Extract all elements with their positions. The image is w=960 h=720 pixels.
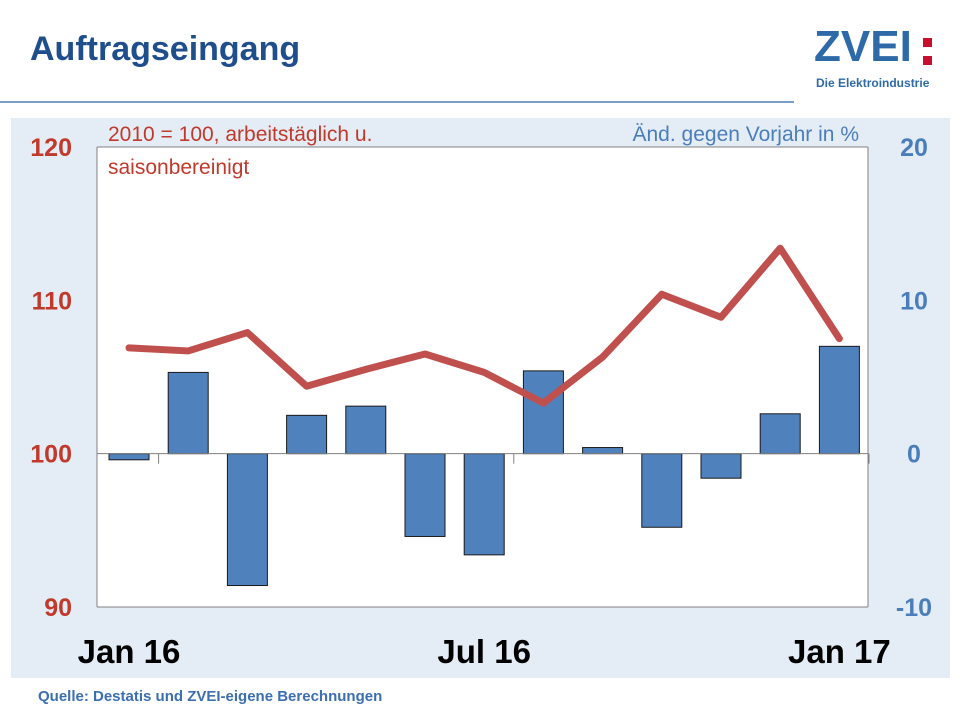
axes-layer <box>96 146 870 608</box>
bar-yoy-change <box>522 370 564 455</box>
x-tick-label: Jul 16 <box>437 633 531 670</box>
x-tick-label: Jan 16 <box>78 633 181 670</box>
zvei-logo: ZVEI Die Elektroindustrie <box>814 22 944 92</box>
left-tick-label: 120 <box>30 134 72 162</box>
right-tick-label: 20 <box>900 134 928 162</box>
bar-yoy-change <box>582 447 624 455</box>
left-tick-label: 110 <box>32 287 72 315</box>
left-tick-label: 90 <box>44 594 72 622</box>
bar-yoy-change <box>641 453 683 528</box>
bar-yoy-change <box>463 453 505 556</box>
source-note: Quelle: Destatis und ZVEI-eigene Berechn… <box>38 688 383 705</box>
bar-yoy-change <box>226 453 268 587</box>
x-tick-label: Jan 17 <box>788 633 891 670</box>
bar-yoy-change <box>818 345 860 455</box>
chart-svg: 90 100 110 120 -10 0 10 20 Jan 16 Jul 16 Jan 17 20… <box>30 123 932 670</box>
right-tick-label: 0 <box>907 441 921 469</box>
line-order-index <box>125 244 843 407</box>
bar-yoy-change <box>404 453 446 537</box>
page-title: Auftragseingang <box>30 30 301 68</box>
bar-yoy-change <box>167 371 209 455</box>
left-axis-note-line2: saisonbereinigt <box>108 156 249 179</box>
labels-layer: 90 100 110 120 -10 0 10 20 Jan 16 Jul 16 Jan 17 <box>30 134 932 670</box>
bar-yoy-change <box>700 453 742 479</box>
left-tick-label: 100 <box>30 441 72 469</box>
bar-yoy-change <box>759 413 801 455</box>
bar-yoy-change <box>286 414 328 455</box>
logo-colon-icon <box>923 36 933 66</box>
right-tick-label: 10 <box>900 287 928 315</box>
bar-yoy-change <box>345 405 387 455</box>
logo-wordmark: ZVEI <box>814 22 912 71</box>
right-axis-note: Änd. gegen Vorjahr in % <box>633 123 860 146</box>
logo-tagline: Die Elektroindustrie <box>816 76 930 90</box>
left-axis-note-line1: 2010 = 100, arbeitstäglich u. <box>108 123 372 146</box>
bar-yoy-change <box>108 453 150 461</box>
right-tick-label: -10 <box>896 594 932 622</box>
bars-layer <box>97 147 868 607</box>
line-layer <box>125 244 843 407</box>
header-divider <box>0 101 794 103</box>
